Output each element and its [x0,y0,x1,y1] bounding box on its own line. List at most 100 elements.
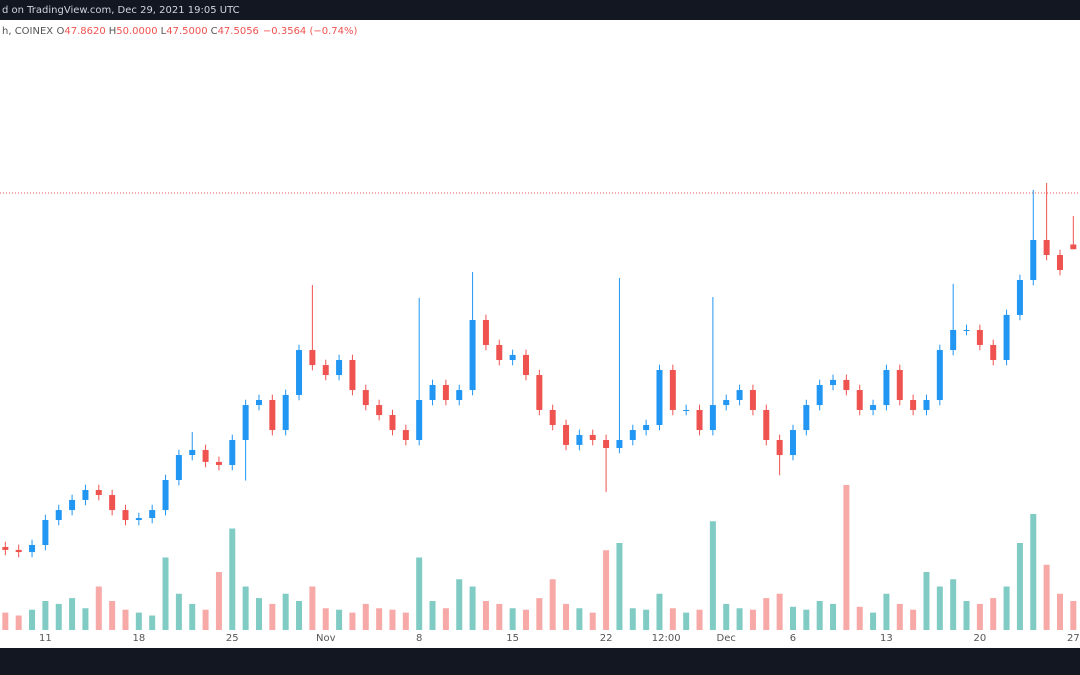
volume-bar [416,557,423,630]
candle-body [215,461,222,465]
candle-body [536,375,543,410]
candle-body [482,319,489,345]
volume-bar [149,615,156,630]
candle-body [870,405,877,410]
candle-body [109,495,116,511]
candle-body [736,390,743,401]
legend-key: L [161,26,167,37]
candle-body [963,329,970,331]
volume-bar [843,485,850,630]
candle-body [776,440,783,456]
volume-bar [963,601,970,630]
candle-body [1043,239,1050,256]
volume-bar [55,603,62,630]
candle-body [202,449,209,462]
candle-body [69,499,76,511]
candle-body [336,359,343,376]
candle-body [696,409,703,431]
candle-body [683,409,690,411]
volume-bar [442,608,449,630]
volume-bar [522,609,529,630]
candle-body [29,545,36,553]
candle-body [883,369,890,406]
volume-bar [1056,593,1063,630]
volume-bar [936,586,943,630]
candle-body [309,350,316,366]
volume-bar [496,603,503,630]
volume-bar [336,609,343,630]
volume-bar [576,608,583,630]
volume-bar [736,608,743,630]
volume-bar [616,543,623,630]
candle-body [816,384,823,406]
candle-body [616,440,623,448]
volume-bar [362,603,369,630]
candle-body [856,390,863,410]
candle-body [15,549,22,553]
x-tick-label: 22 [600,633,613,644]
volume-bar [1043,564,1050,630]
volume-bar [122,609,129,630]
volume-bar [269,603,276,630]
volume-bar [389,609,396,630]
volume-bar [789,606,796,630]
x-tick-label: Dec [717,633,736,644]
candle-body [522,354,529,376]
volume-bar [723,603,730,630]
volume-bar [482,601,489,630]
candle-body [349,359,356,391]
candle-body [269,400,276,431]
candle-body [229,440,236,465]
legend-value: 47.5000 [166,26,207,37]
candle-body [990,344,997,360]
volume-bar [683,612,690,630]
candle-body [95,489,102,496]
volume-bar [643,609,650,630]
candle-body [416,400,423,441]
candle-body [1030,239,1037,280]
volume-bar [202,609,209,630]
legend-key: O [57,26,65,37]
volume-bar [15,615,22,630]
x-tick-label: 11 [39,633,52,644]
volume-bar [296,601,303,630]
candle-body [2,546,9,550]
candle-body [976,329,983,345]
volume-bar [883,593,890,630]
volume-bar [816,601,823,630]
volume-bar [95,586,102,630]
volume-bar [830,603,837,630]
candle-body [789,430,796,456]
volume-bar [749,609,756,630]
candle-body [376,405,383,416]
volume-bar [1030,514,1037,630]
candle-body [576,434,583,445]
volume-bar [536,598,543,630]
volume-bar [870,612,877,630]
top-bar [0,0,1080,20]
candle-body [456,390,463,401]
volume-bar [255,598,262,630]
candle-body [175,455,182,481]
x-tick-label: 12:00 [652,633,681,644]
volume-bar [669,608,676,630]
volume-bar [856,606,863,630]
candle-body [122,510,129,521]
x-tick-label: 27 [1067,633,1080,644]
x-tick-label: 25 [226,633,239,644]
volume-bar [82,608,89,630]
volume-bar [549,579,556,630]
volume-bar [803,609,810,630]
volume-bar [469,586,476,630]
volume-bar [429,601,436,630]
volume-bar [509,608,516,630]
candle-body [763,409,770,441]
candle-body [803,405,810,431]
volume-bar [950,579,957,630]
candle-body [429,384,436,401]
candle-body [709,405,716,431]
candle-body [936,350,943,401]
candle-body [82,489,89,500]
volume-bar [229,528,236,630]
candle-body [629,430,636,441]
